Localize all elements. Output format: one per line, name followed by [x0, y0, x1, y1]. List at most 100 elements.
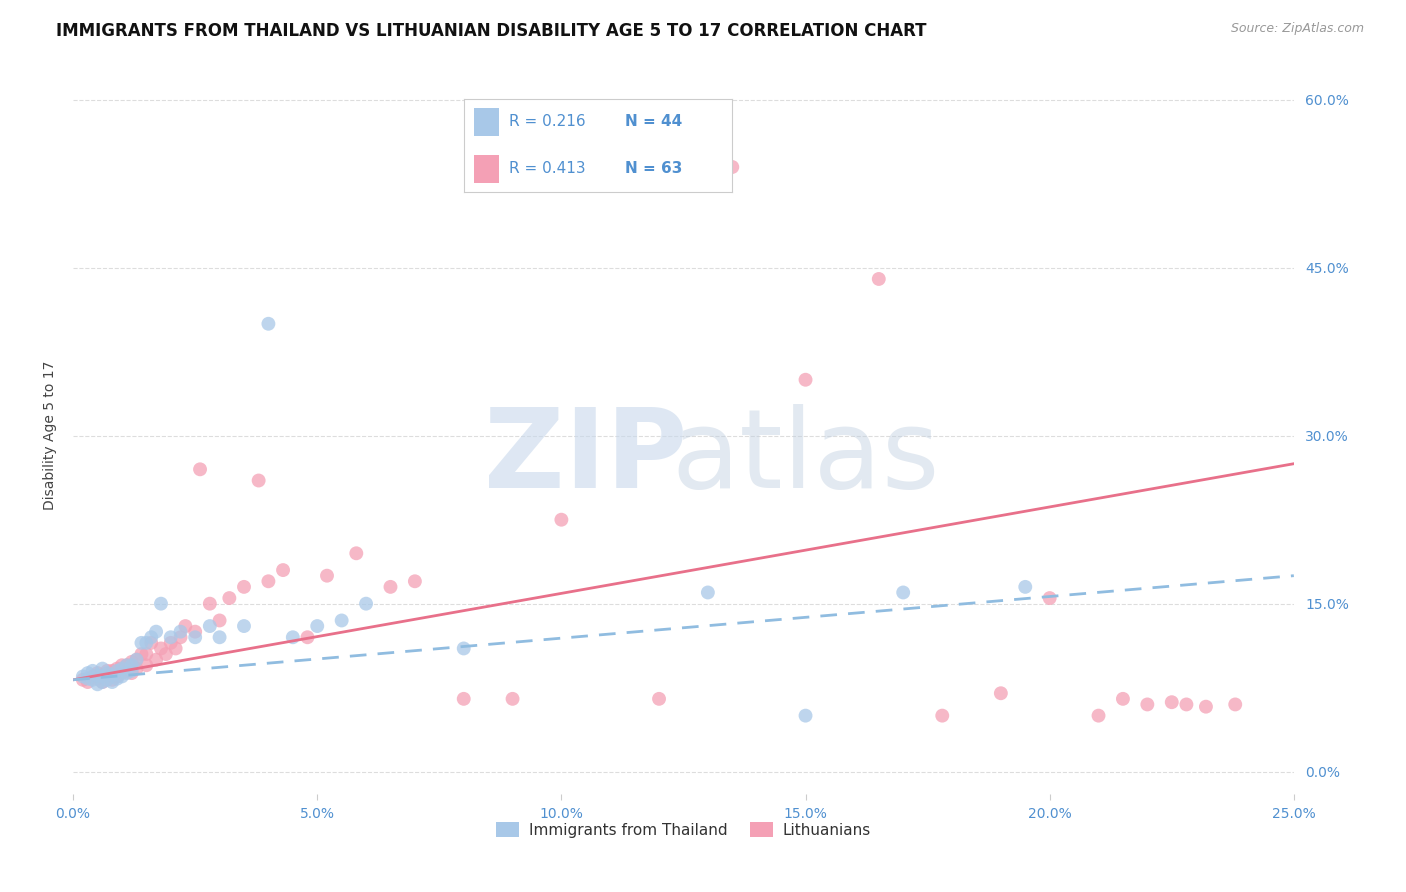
Point: [648, 691, 671, 706]
Point: [1039, 591, 1062, 605]
Point: [101, 664, 124, 678]
Point: [72, 669, 94, 683]
Point: [91, 675, 114, 690]
Point: [105, 662, 128, 676]
Point: [169, 630, 191, 644]
Point: [1195, 699, 1218, 714]
Point: [96, 664, 118, 678]
Point: [101, 673, 124, 687]
Point: [82, 673, 104, 687]
Point: [1014, 580, 1036, 594]
Point: [1136, 698, 1159, 712]
Point: [721, 160, 744, 174]
Point: [76, 672, 98, 686]
Point: [125, 653, 148, 667]
Point: [86, 666, 108, 681]
Point: [115, 666, 138, 681]
Point: [141, 630, 163, 644]
Point: [105, 669, 128, 683]
Point: [208, 630, 231, 644]
Point: [115, 658, 138, 673]
Point: [257, 317, 280, 331]
Point: [111, 662, 134, 676]
Point: [125, 653, 148, 667]
Point: [502, 691, 524, 706]
Point: [198, 619, 221, 633]
Point: [696, 585, 718, 599]
Point: [125, 662, 148, 676]
Point: [330, 614, 353, 628]
Point: [135, 636, 157, 650]
Point: [271, 563, 294, 577]
Point: [76, 675, 98, 690]
Point: [1225, 698, 1247, 712]
Point: [96, 669, 118, 683]
Point: [794, 373, 817, 387]
Point: [169, 624, 191, 639]
Point: [145, 653, 167, 667]
Point: [257, 574, 280, 589]
Point: [101, 668, 124, 682]
Point: [105, 672, 128, 686]
Point: [159, 636, 181, 650]
Point: [115, 664, 138, 678]
Point: [91, 662, 114, 676]
Point: [218, 591, 240, 605]
Point: [184, 624, 207, 639]
Point: [404, 574, 426, 589]
Point: [149, 597, 172, 611]
Point: [184, 630, 207, 644]
Point: [86, 668, 108, 682]
Point: [990, 686, 1012, 700]
Legend: Immigrants from Thailand, Lithuanians: Immigrants from Thailand, Lithuanians: [491, 815, 876, 844]
Point: [131, 647, 153, 661]
Point: [82, 669, 104, 683]
Point: [891, 585, 914, 599]
Text: Source: ZipAtlas.com: Source: ZipAtlas.com: [1230, 22, 1364, 36]
Point: [307, 619, 329, 633]
Point: [281, 630, 304, 644]
Point: [135, 647, 157, 661]
Point: [141, 636, 163, 650]
Text: atlas: atlas: [671, 404, 939, 511]
Point: [91, 675, 114, 690]
Point: [111, 666, 134, 681]
Point: [145, 624, 167, 639]
Point: [82, 664, 104, 678]
Point: [135, 658, 157, 673]
Point: [354, 597, 377, 611]
Point: [96, 673, 118, 687]
Point: [188, 462, 211, 476]
Point: [121, 666, 143, 681]
Point: [550, 513, 572, 527]
Point: [1087, 708, 1109, 723]
Point: [453, 691, 475, 706]
Point: [149, 641, 172, 656]
Point: [1112, 691, 1135, 706]
Point: [121, 658, 143, 673]
Point: [174, 619, 197, 633]
Point: [76, 666, 98, 681]
Point: [1160, 695, 1182, 709]
Y-axis label: Disability Age 5 to 17: Disability Age 5 to 17: [44, 361, 58, 510]
Point: [86, 672, 108, 686]
Point: [96, 666, 118, 681]
Point: [121, 655, 143, 669]
Point: [297, 630, 319, 644]
Point: [91, 668, 114, 682]
Point: [101, 675, 124, 690]
Point: [72, 673, 94, 687]
Point: [105, 664, 128, 678]
Point: [316, 568, 339, 582]
Point: [115, 658, 138, 673]
Point: [794, 708, 817, 723]
Point: [91, 669, 114, 683]
Point: [344, 546, 367, 560]
Point: [111, 669, 134, 683]
Text: ZIP: ZIP: [484, 404, 688, 511]
Point: [1175, 698, 1198, 712]
Point: [247, 474, 270, 488]
Point: [453, 641, 475, 656]
Point: [159, 630, 181, 644]
Point: [868, 272, 890, 286]
